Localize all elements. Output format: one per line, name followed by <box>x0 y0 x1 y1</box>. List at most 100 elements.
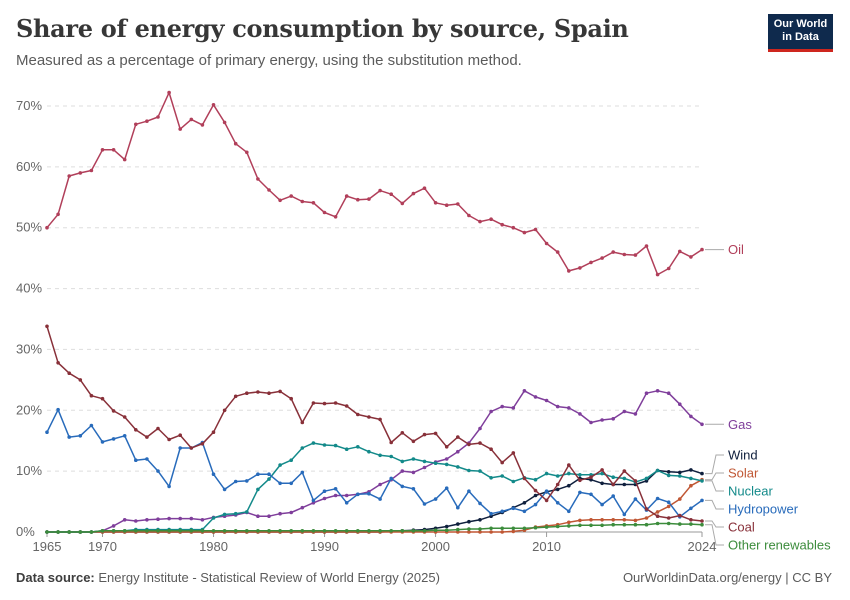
hydropower-point <box>378 497 382 501</box>
nuclear-point <box>422 459 427 464</box>
gas-point <box>689 414 693 419</box>
hydropower-point <box>467 489 471 494</box>
oil-point <box>544 241 549 246</box>
solar-point <box>633 518 638 523</box>
hydropower-point <box>289 481 294 486</box>
wind-point <box>456 522 460 526</box>
other-renewables-point <box>600 523 604 528</box>
owid-logo[interactable]: Our World in Data <box>768 14 833 52</box>
footer-link[interactable]: OurWorldinData.org/energy | CC BY <box>622 570 832 585</box>
hydropower-point <box>500 509 505 514</box>
hydropower-point <box>511 506 516 511</box>
gas-point <box>611 417 615 421</box>
hydropower-point <box>245 479 249 483</box>
other-renewables-point <box>145 529 149 533</box>
gas-point <box>533 395 538 399</box>
oil-point <box>67 174 71 178</box>
other-renewables-point <box>666 521 671 526</box>
oil-point <box>167 90 171 95</box>
nuclear-point <box>489 476 493 480</box>
nuclear-point <box>411 457 416 461</box>
oil-point <box>333 215 338 219</box>
coal-point <box>45 324 49 329</box>
solar-point <box>467 530 471 534</box>
x-tick-label: 1970 <box>88 539 117 554</box>
oil-point <box>189 117 194 122</box>
oil-line <box>46 91 703 276</box>
coal-point <box>222 408 227 413</box>
nuclear-connector <box>705 480 724 492</box>
gas-point <box>500 404 505 409</box>
oil-point <box>56 212 60 217</box>
hydropower-point <box>689 506 693 511</box>
oil-point <box>700 247 704 252</box>
other-renewables-point <box>378 529 382 533</box>
other-renewables-point <box>500 526 505 531</box>
other-renewables-point <box>233 529 238 533</box>
oil-point <box>511 225 516 230</box>
gas-label: Gas <box>728 417 752 432</box>
oil-point <box>433 201 438 205</box>
other-renewables-point <box>300 529 305 533</box>
other-renewables-point <box>45 530 49 534</box>
coal-connector <box>705 520 724 528</box>
coal-point <box>200 442 205 446</box>
oil-point <box>644 244 649 248</box>
coal-point <box>233 394 238 399</box>
gas-point <box>678 402 682 407</box>
gas-point <box>522 389 527 393</box>
wind-point <box>678 470 682 475</box>
nuclear-point <box>678 474 682 478</box>
coal-line <box>46 326 703 522</box>
coal-point <box>555 482 560 487</box>
other-renewables-label: Other renewables <box>728 538 831 553</box>
other-renewables-point <box>389 529 394 533</box>
hydropower-point <box>256 472 260 477</box>
gas-point <box>622 409 627 414</box>
y-tick-label: 0% <box>16 524 35 539</box>
other-renewables-point <box>189 529 194 533</box>
coal-point <box>467 442 471 447</box>
gas-point <box>189 516 194 521</box>
solar-point <box>644 516 649 520</box>
other-renewables-point <box>167 529 171 533</box>
hydropower-point <box>322 489 327 494</box>
hydropower-point <box>278 481 282 486</box>
hydropower-point <box>633 497 638 501</box>
x-tick-label: 1965 <box>33 539 62 554</box>
oil-point <box>45 225 49 230</box>
oil-point <box>100 148 105 152</box>
hydropower-point <box>222 487 227 492</box>
wind-connector <box>705 454 724 475</box>
hydropower-connector <box>705 499 724 510</box>
other-renewables-point <box>400 529 405 533</box>
coal-point <box>111 409 116 413</box>
hydropower-point <box>211 472 216 477</box>
gas-point <box>600 418 604 422</box>
hydropower-point <box>555 501 560 505</box>
nuclear-point <box>222 512 227 517</box>
hydropower-point <box>411 487 416 491</box>
other-renewables-point <box>333 529 338 533</box>
wind-point <box>622 482 627 487</box>
nuclear-point <box>544 471 549 476</box>
solar-point <box>678 497 682 501</box>
nuclear-point <box>456 465 460 469</box>
hydropower-point <box>356 492 360 497</box>
solar-connector <box>705 472 724 481</box>
solar-point <box>622 518 627 522</box>
other-renewables-point <box>533 525 538 530</box>
other-renewables-point <box>433 528 438 532</box>
oil-point <box>211 103 216 107</box>
other-renewables-point <box>511 526 516 531</box>
nuclear-point <box>356 445 360 449</box>
coal-point <box>478 441 482 445</box>
hydropower-point <box>389 476 394 481</box>
nuclear-point <box>433 461 438 466</box>
other-renewables-point <box>578 523 582 528</box>
hydropower-point <box>300 470 305 475</box>
data-source-text: Energy Institute - Statistical Review of… <box>98 570 440 585</box>
nuclear-point <box>555 474 560 478</box>
oil-point <box>611 250 615 254</box>
